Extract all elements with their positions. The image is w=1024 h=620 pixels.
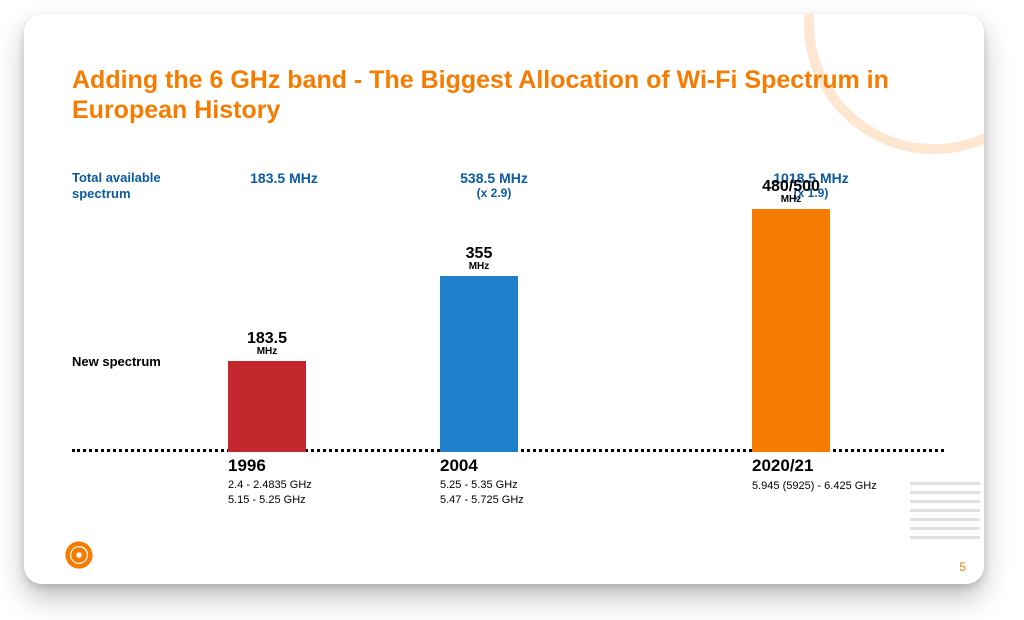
slide-card: Adding the 6 GHz band - The Biggest Allo… bbox=[24, 14, 984, 584]
chart-area: 183.5MHz 19962.4 - 2.4835 GHz 5.15 - 5.25… bbox=[72, 194, 944, 514]
bar-1-year: 1996 bbox=[228, 456, 266, 476]
slide-title: Adding the 6 GHz band - The Biggest Allo… bbox=[72, 66, 942, 125]
bar-2-value-label: 355MHz bbox=[466, 245, 493, 272]
bar-1-ranges: 2.4 - 2.4835 GHz 5.15 - 5.25 GHz bbox=[228, 478, 312, 508]
bar-3-ranges: 5.945 (5925) - 6.425 GHz bbox=[752, 479, 877, 494]
bar-3-year: 2020/21 bbox=[752, 456, 813, 476]
bar-2-year: 2004 bbox=[440, 456, 478, 476]
bar-3: 480/500MHz bbox=[752, 209, 830, 452]
bar-3-rect bbox=[752, 209, 830, 452]
bar-1-value-label: 183.5MHz bbox=[247, 330, 287, 357]
bar-1: 183.5MHz bbox=[228, 361, 306, 452]
bar-2-ranges: 5.25 - 5.35 GHz 5.47 - 5.725 GHz bbox=[440, 478, 524, 508]
page-number: 5 bbox=[959, 560, 966, 574]
total-1-value: 183.5 MHz bbox=[250, 170, 318, 186]
bar-2: 355MHz bbox=[440, 276, 518, 452]
total-1: 183.5 MHz bbox=[214, 170, 354, 186]
brand-logo-icon bbox=[64, 540, 94, 570]
bar-1-rect bbox=[228, 361, 306, 452]
bar-3-value-label: 480/500MHz bbox=[762, 178, 820, 205]
bar-2-rect bbox=[440, 276, 518, 452]
total-2-value: 538.5 MHz bbox=[460, 170, 528, 186]
